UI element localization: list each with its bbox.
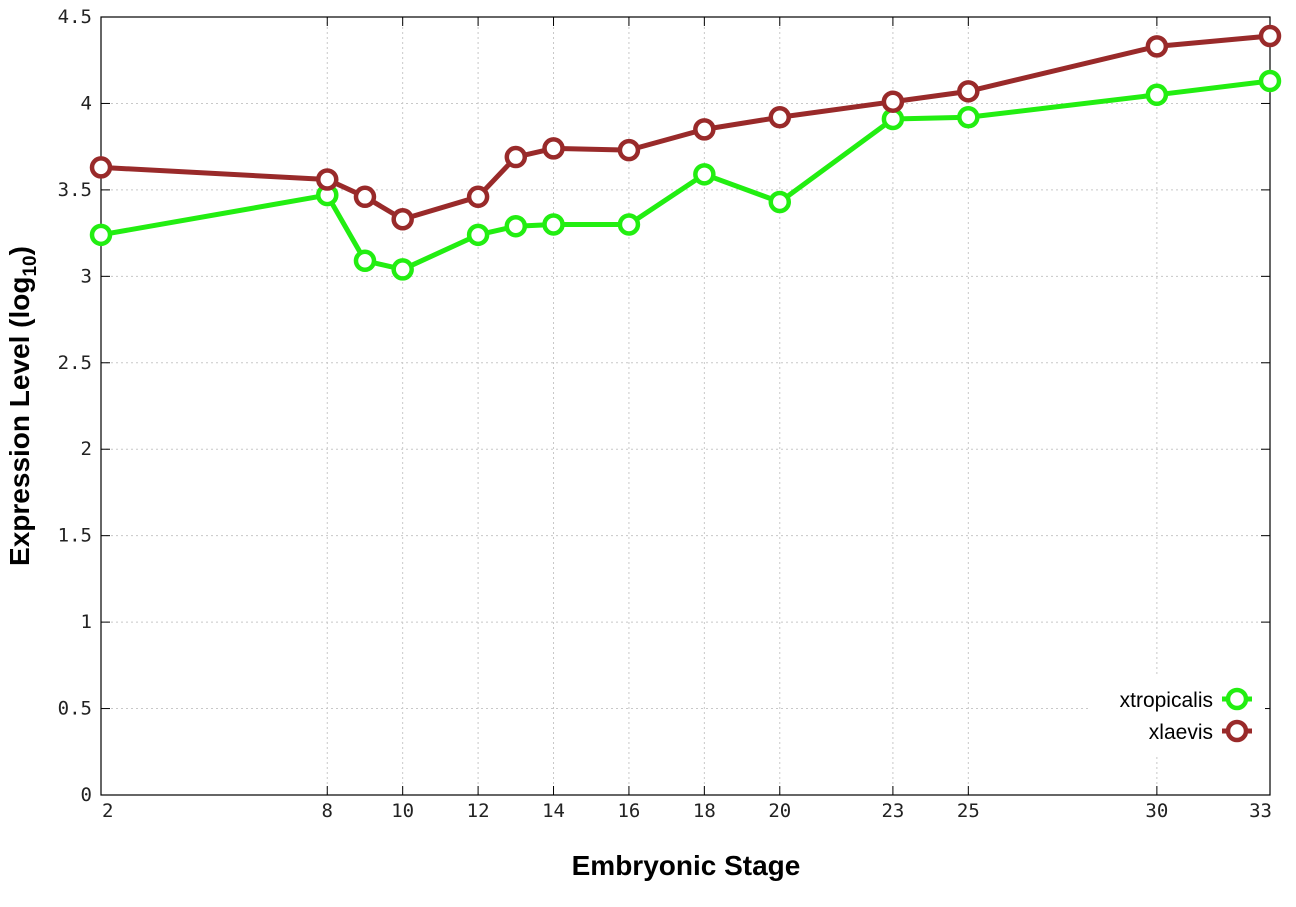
data-point-xlaevis bbox=[466, 185, 490, 209]
data-point-xlaevis bbox=[1145, 35, 1169, 58]
data-point-xlaevis bbox=[768, 106, 792, 129]
x-tick-label: 8 bbox=[322, 800, 333, 822]
data-point-xtropicalis bbox=[504, 214, 528, 238]
y-tick-label: 1.5 bbox=[58, 525, 92, 547]
data-point-xtropicalis bbox=[693, 163, 716, 186]
data-point-xlaevis bbox=[1258, 24, 1282, 48]
y-tick-label: 1 bbox=[81, 611, 92, 633]
data-point-xtropicalis bbox=[466, 223, 490, 247]
x-tick-label: 23 bbox=[881, 800, 904, 822]
x-tick-label: 14 bbox=[542, 800, 565, 822]
x-tick-label: 25 bbox=[957, 800, 980, 822]
y-tick-label: 0.5 bbox=[58, 698, 92, 720]
y-tick-label: 2 bbox=[81, 438, 92, 460]
x-tick-label: 20 bbox=[768, 800, 791, 822]
y-tick-label: 3.5 bbox=[58, 179, 92, 201]
legend-marker-xtropicalis bbox=[1225, 687, 1249, 711]
data-point-xtropicalis bbox=[89, 223, 113, 247]
legend: xtropicalis xlaevis bbox=[1090, 676, 1265, 756]
axes: 0 0.5 1 1.5 2 2.5 3 3.5 4 4.5 2 8 10 12 14 16 18 20 23 25 30… bbox=[58, 6, 1272, 822]
legend-marker-xlaevis bbox=[1225, 719, 1249, 743]
legend-label-xtropicalis: xtropicalis bbox=[1120, 689, 1213, 712]
data-point-xlaevis bbox=[353, 185, 377, 209]
data-point-xlaevis bbox=[881, 90, 905, 113]
data-point-xtropicalis bbox=[768, 190, 792, 214]
data-point-xlaevis bbox=[316, 168, 339, 191]
data-point-xlaevis bbox=[89, 156, 113, 179]
data-point-xtropicalis bbox=[957, 106, 980, 129]
data-point-xtropicalis bbox=[391, 258, 414, 281]
plot-frame bbox=[100, 16, 1271, 796]
data-point-xlaevis bbox=[391, 208, 414, 231]
y-tick-label: 4 bbox=[81, 92, 92, 114]
data-point-xtropicalis bbox=[542, 213, 565, 236]
data-point-xlaevis bbox=[504, 145, 528, 169]
y-tick-label: 2.5 bbox=[58, 352, 92, 374]
data-point-xlaevis bbox=[617, 138, 641, 162]
series-line-xlaevis bbox=[100, 33, 1271, 222]
x-tick-label: 16 bbox=[617, 800, 640, 822]
data-point-xlaevis bbox=[957, 80, 980, 103]
data-point-xlaevis bbox=[542, 137, 565, 160]
y-axis-title: Expression Level (log10) bbox=[4, 246, 41, 566]
x-tick-label: 33 bbox=[1249, 800, 1272, 822]
y-tick-label: 4.5 bbox=[58, 6, 92, 28]
data-point-xtropicalis bbox=[617, 213, 641, 236]
data-point-xtropicalis bbox=[1145, 83, 1169, 107]
data-point-xtropicalis bbox=[353, 249, 377, 273]
x-tick-label: 30 bbox=[1145, 800, 1168, 822]
x-tick-label: 18 bbox=[693, 800, 716, 822]
series-layer bbox=[89, 24, 1282, 281]
x-tick-label: 2 bbox=[102, 800, 113, 822]
legend-label-xlaevis: xlaevis bbox=[1149, 721, 1213, 744]
y-tick-label: 0 bbox=[81, 784, 92, 806]
data-point-xtropicalis bbox=[1258, 69, 1282, 93]
series-xtropicalis bbox=[89, 69, 1282, 281]
x-tick-label: 12 bbox=[467, 800, 490, 822]
series-xlaevis bbox=[89, 24, 1282, 231]
y-tick-label: 3 bbox=[81, 265, 92, 287]
x-tick-label: 10 bbox=[391, 800, 414, 822]
data-point-xlaevis bbox=[693, 118, 716, 141]
x-axis-title: Embryonic Stage bbox=[572, 850, 801, 881]
